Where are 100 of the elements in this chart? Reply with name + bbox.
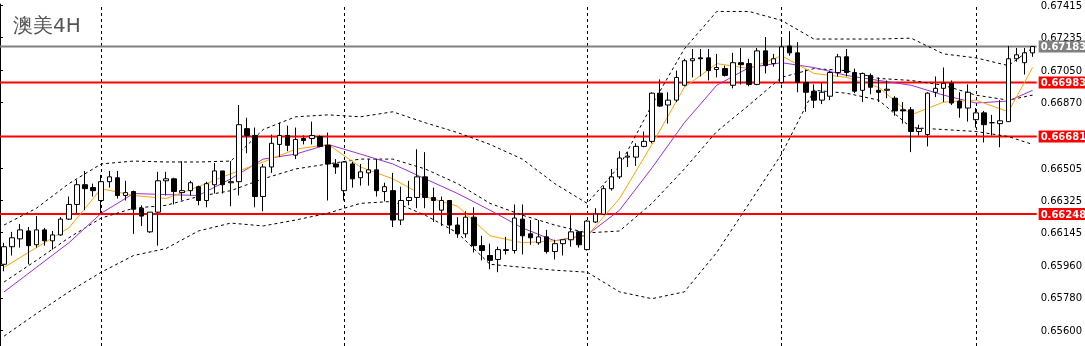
candlestick	[633, 142, 639, 167]
candlestick	[244, 117, 250, 154]
candlestick	[439, 196, 444, 227]
candlestick	[787, 30, 792, 57]
candlestick	[155, 171, 161, 247]
candlestick	[892, 95, 898, 117]
candlestick	[674, 70, 679, 103]
candlestick	[528, 219, 533, 246]
candlestick	[908, 106, 914, 153]
candlestick	[1014, 47, 1019, 63]
candlestick	[260, 163, 266, 212]
candlestick	[431, 187, 436, 223]
candlestick	[568, 214, 574, 248]
candlestick	[17, 223, 23, 249]
candlestick	[358, 163, 363, 187]
candlestick	[617, 150, 622, 180]
candlestick	[1022, 47, 1027, 76]
candlestick	[447, 200, 452, 235]
candlestick	[981, 110, 987, 143]
candlestick	[868, 72, 873, 95]
candlestick	[34, 215, 39, 249]
candlestick	[722, 65, 728, 77]
candlestick	[690, 48, 695, 78]
candlestick	[900, 101, 906, 125]
candlestick	[333, 158, 339, 175]
candlestick	[422, 151, 428, 209]
candlestick	[171, 177, 177, 205]
candlestick	[350, 161, 355, 189]
y-tick-label: 0.67235	[1040, 31, 1083, 43]
candlestick	[236, 104, 242, 196]
candlestick	[706, 48, 711, 81]
candlestick	[941, 67, 946, 103]
candlestick	[649, 91, 655, 144]
candlestick	[50, 230, 55, 251]
candlestick	[309, 121, 315, 145]
candlestick	[487, 243, 493, 270]
candlestick	[520, 203, 525, 255]
candlestick	[317, 134, 323, 148]
candlestick	[252, 127, 258, 208]
candlestick	[609, 168, 614, 192]
candlestick	[884, 79, 890, 99]
ref-line-label: 0.66983	[1040, 76, 1085, 88]
candlestick	[463, 210, 468, 239]
candlestick	[269, 134, 274, 174]
candlestick	[188, 180, 193, 196]
y-tick-label: 0.66870	[1040, 97, 1083, 109]
candlestick	[763, 36, 768, 74]
candlestick	[414, 148, 420, 209]
candlestick	[771, 53, 776, 68]
candlestick	[26, 226, 31, 265]
candlestick	[730, 52, 736, 89]
candlestick	[657, 78, 663, 108]
candlestick	[131, 190, 136, 235]
y-tick-label: 0.66325	[1040, 194, 1083, 206]
candlestick	[560, 239, 566, 257]
candlestick	[593, 207, 598, 224]
candlestick	[576, 230, 582, 249]
candlestick	[90, 183, 96, 198]
candlestick	[479, 235, 485, 261]
y-tick-label: 0.67415	[1040, 0, 1083, 11]
candlestick	[512, 203, 517, 255]
candlestick	[552, 239, 558, 260]
candlestick	[601, 185, 606, 216]
candlestick	[42, 227, 47, 247]
candlestick	[66, 196, 72, 221]
y-tick-label: 0.66145	[1040, 227, 1083, 239]
y-tick-label: 0.67050	[1040, 64, 1083, 76]
candlestick	[738, 47, 744, 85]
y-tick-label: 0.65780	[1040, 292, 1083, 304]
candlestick	[665, 91, 671, 125]
candlestick	[746, 58, 752, 87]
candlestick	[179, 160, 185, 201]
candlestick	[107, 170, 112, 189]
candlestick	[196, 185, 201, 206]
candlestick	[471, 206, 477, 253]
candlestick	[495, 246, 501, 273]
candlestick	[641, 131, 647, 148]
candlestick	[115, 170, 120, 200]
candlestick	[212, 162, 217, 195]
candlestick	[374, 158, 379, 198]
candlestick	[301, 134, 306, 145]
candlestick	[682, 58, 687, 87]
candlestick	[277, 122, 282, 158]
candlestick	[82, 170, 88, 211]
candlestick	[754, 47, 760, 86]
y-tick-label: 0.66505	[1040, 162, 1083, 174]
candlestick	[398, 186, 404, 226]
ref-line-label: 0.67183	[1040, 41, 1085, 53]
candlestick	[147, 211, 153, 234]
candlestick	[406, 180, 412, 206]
y-tick-label: 0.65960	[1040, 260, 1083, 272]
candlestick	[698, 48, 703, 77]
candlestick	[503, 236, 509, 255]
candlestick	[228, 160, 234, 207]
candlestick	[139, 204, 144, 227]
candlestick	[58, 216, 63, 237]
candlestick	[285, 125, 290, 152]
candlestick	[949, 79, 954, 106]
candlestick	[997, 99, 1003, 148]
candlestick	[957, 91, 962, 119]
